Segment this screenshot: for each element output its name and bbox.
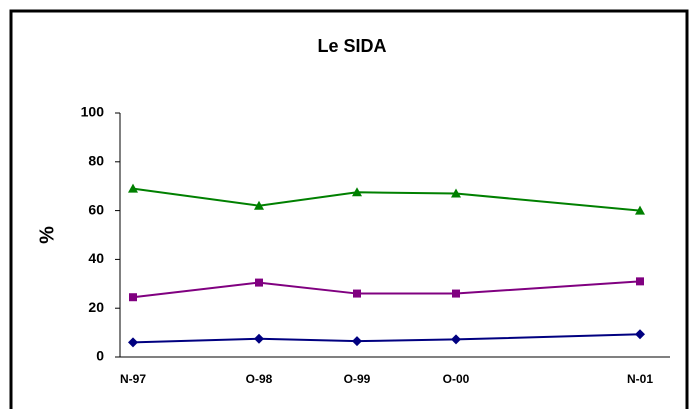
marker [254, 200, 264, 210]
marker [128, 337, 138, 348]
marker [129, 293, 137, 302]
y-tick-label: 60 [88, 201, 104, 217]
marker [255, 278, 263, 287]
marker [128, 183, 138, 193]
y-tick-label: 100 [81, 104, 105, 120]
y-axis-label: % [36, 226, 58, 244]
x-tick-label: N-01 [627, 372, 653, 386]
chart-frame [9, 9, 689, 409]
x-tick-label: O-98 [246, 372, 273, 386]
marker [352, 336, 362, 347]
y-tick-label: 80 [88, 153, 104, 169]
marker [353, 289, 361, 298]
marker [254, 333, 264, 344]
marker [452, 289, 460, 298]
marker [352, 187, 362, 197]
y-tick-label: 20 [88, 299, 104, 315]
y-tick-label: 0 [96, 348, 104, 364]
marker [635, 205, 645, 215]
marker [451, 334, 461, 345]
x-tick-label: O-00 [443, 372, 470, 386]
marker [635, 329, 645, 340]
x-tick-label: O-99 [344, 372, 371, 386]
marker [636, 277, 644, 286]
chart-title: Le SIDA [317, 36, 386, 56]
y-tick-label: 40 [88, 250, 104, 266]
marker [451, 188, 461, 198]
x-tick-label: N-97 [120, 372, 146, 386]
